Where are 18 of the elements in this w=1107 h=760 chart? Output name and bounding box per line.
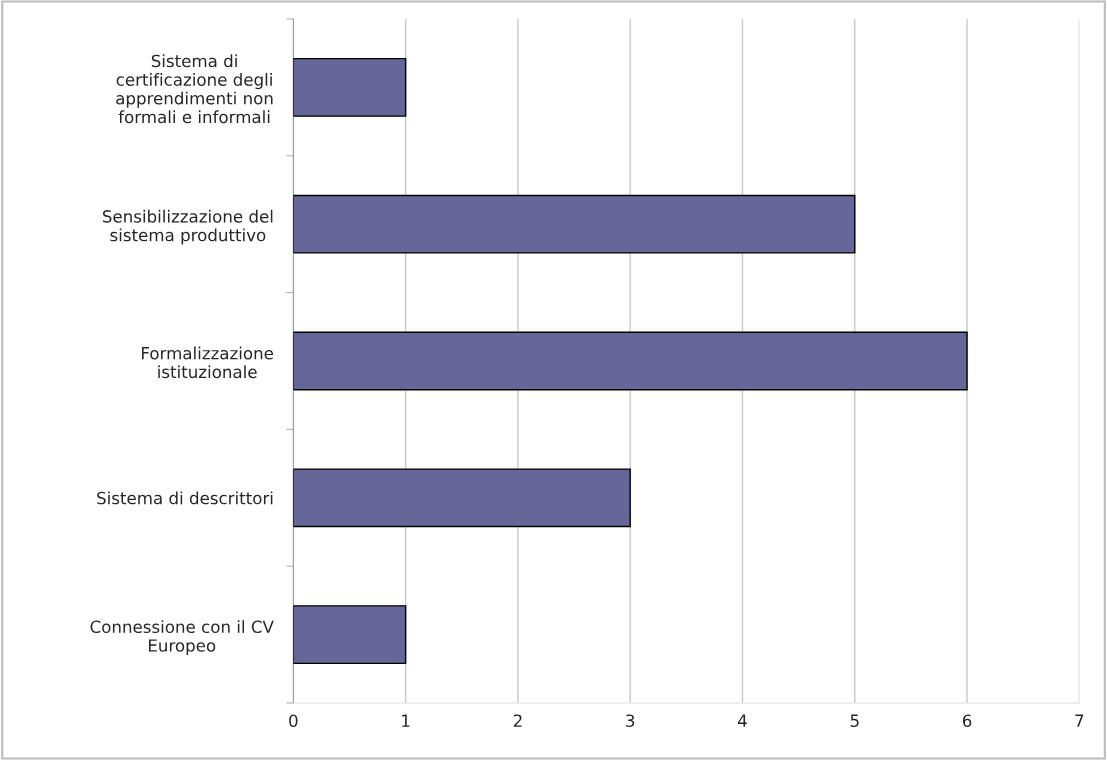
x-tick-label: 0 xyxy=(289,714,298,728)
x-tick-label: 3 xyxy=(626,714,635,728)
y-tick-label: Formalizzazione istituzionale xyxy=(142,346,274,379)
x-tick-label: 7 xyxy=(1075,714,1084,727)
y-tick-label: Connessione con il CV Europeo xyxy=(90,620,274,655)
y-tick-label: Sensibilizzazione del sistema produttivo xyxy=(102,209,273,245)
x-tick-label: 6 xyxy=(962,714,972,728)
bar xyxy=(293,605,407,665)
x-tick-label: 1 xyxy=(402,714,410,727)
y-tick-label: Sistema di descrittori xyxy=(97,491,273,505)
bar xyxy=(293,194,856,254)
x-tick-label: 4 xyxy=(737,714,747,727)
bar xyxy=(293,331,968,391)
x-tick-label: 5 xyxy=(850,714,859,728)
x-tick-label: 2 xyxy=(513,714,522,727)
y-tick-label: Sistema di certificazione degli apprendimenti non formali e informali xyxy=(116,54,273,124)
bar xyxy=(293,468,631,528)
bar xyxy=(293,57,407,117)
